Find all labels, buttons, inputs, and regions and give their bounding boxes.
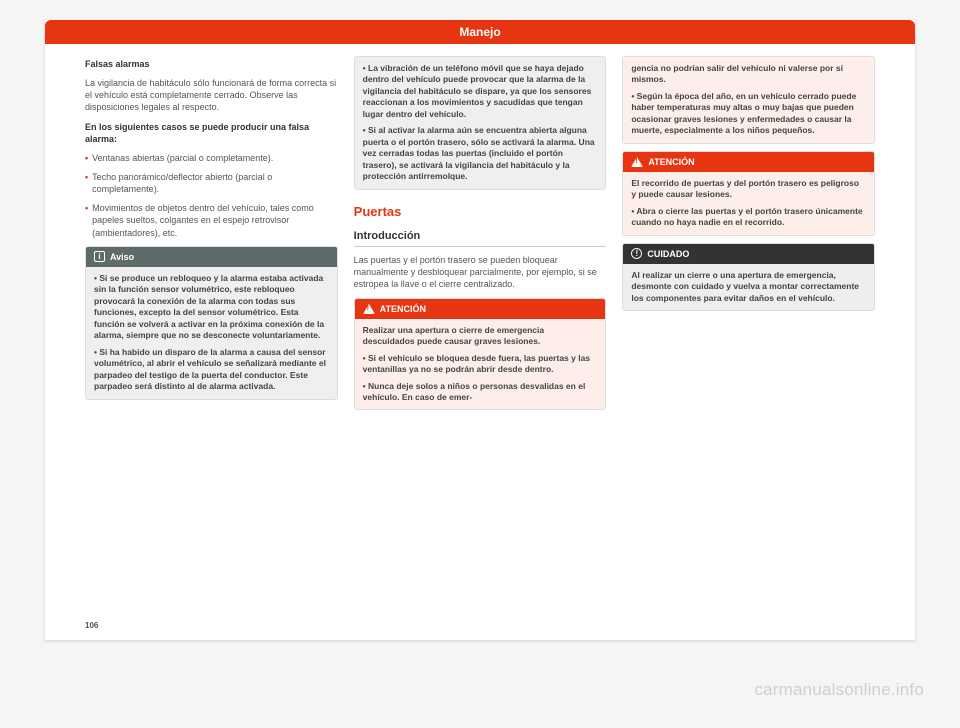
box-header-cuidado: ! CUIDADO [623, 244, 874, 264]
box-text: El recorrido de puertas y del portón tra… [631, 178, 866, 201]
box-text: gencia no podrían salir del vehículo ni … [631, 63, 866, 86]
aviso-box-continued: • La vibración de un teléfono móvil que … [354, 56, 607, 190]
box-text: Realizar una apertura o cierre de emerge… [363, 325, 598, 348]
box-body: • Si se produce un rebloqueo y la alarma… [86, 267, 337, 399]
section-title-puertas: Puertas [354, 203, 607, 221]
bullet-text: Movimientos de objetos dentro del vehícu… [92, 202, 338, 238]
aviso-box: i Aviso • Si se produce un rebloqueo y l… [85, 246, 338, 400]
box-header-atencion: ATENCIÓN [355, 299, 606, 319]
bullet-dot: • [85, 171, 88, 195]
column-2: • La vibración de un teléfono móvil que … [354, 58, 607, 410]
subsection-introduccion: Introducción [354, 229, 607, 247]
heading-falsas-alarmas: Falsas alarmas [85, 58, 338, 70]
bullet-text: Ventanas abiertas (parcial o completamen… [92, 152, 273, 164]
box-label: ATENCIÓN [380, 303, 426, 315]
box-text: • Según la época del año, en un vehículo… [631, 91, 866, 137]
box-label: ATENCIÓN [648, 156, 694, 168]
subheading: En los siguientes casos se puede produci… [85, 121, 338, 145]
bullet-dot: • [85, 202, 88, 238]
box-body: El recorrido de puertas y del portón tra… [623, 172, 874, 235]
box-text: • Si ha habido un disparo de la alarma a… [94, 347, 329, 393]
atencion-box: ATENCIÓN Realizar una apertura o cierre … [354, 298, 607, 411]
manual-page: Manejo Falsas alarmas La vigilancia de h… [45, 20, 915, 640]
warning-icon [363, 304, 375, 314]
paragraph: Las puertas y el portón trasero se puede… [354, 254, 607, 290]
paragraph: La vigilancia de habitáculo sólo funcion… [85, 77, 338, 113]
box-body: gencia no podrían salir del vehículo ni … [623, 57, 874, 143]
watermark-text: carmanualsonline.info [754, 680, 924, 700]
header-title: Manejo [459, 25, 500, 39]
box-text: • Si al activar la alarma aún se encuent… [363, 125, 598, 182]
bullet-item: •Techo panorámico/deflector abierto (par… [85, 171, 338, 195]
cuidado-box: ! CUIDADO Al realizar un cierre o una ap… [622, 243, 875, 312]
page-header: Manejo [45, 20, 915, 44]
box-header-atencion: ATENCIÓN [623, 152, 874, 172]
bullet-item: •Movimientos de objetos dentro del vehíc… [85, 202, 338, 238]
bullet-item: • Ventanas abiertas (parcial o completame… [85, 152, 338, 164]
box-body: Realizar una apertura o cierre de emerge… [355, 319, 606, 410]
box-text: • Abra o cierre las puertas y el portón … [631, 206, 866, 229]
box-text: • Si el vehículo se bloquea desde fuera,… [363, 353, 598, 376]
page-content: Falsas alarmas La vigilancia de habitácu… [45, 44, 915, 420]
column-3: gencia no podrían salir del vehículo ni … [622, 58, 875, 410]
caution-icon: ! [631, 248, 642, 259]
box-text: Al realizar un cierre o una apertura de … [631, 270, 866, 304]
atencion-box: ATENCIÓN El recorrido de puertas y del p… [622, 151, 875, 236]
box-label: Aviso [110, 251, 134, 263]
box-text: • La vibración de un teléfono móvil que … [363, 63, 598, 120]
info-icon: i [94, 251, 105, 262]
warning-icon [631, 157, 643, 167]
box-text: • Nunca deje solos a niños o personas de… [363, 381, 598, 404]
box-body: Al realizar un cierre o una apertura de … [623, 264, 874, 310]
box-body: • La vibración de un teléfono móvil que … [355, 57, 606, 189]
box-text: • Si se produce un rebloqueo y la alarma… [94, 273, 329, 342]
box-header-aviso: i Aviso [86, 247, 337, 267]
box-label: CUIDADO [647, 248, 689, 260]
bullet-text: Techo panorámico/deflector abierto (parc… [92, 171, 338, 195]
column-1: Falsas alarmas La vigilancia de habitácu… [85, 58, 338, 410]
atencion-box-continued: gencia no podrían salir del vehículo ni … [622, 56, 875, 144]
bullet-dot: • [85, 152, 88, 164]
page-number: 106 [85, 621, 98, 630]
